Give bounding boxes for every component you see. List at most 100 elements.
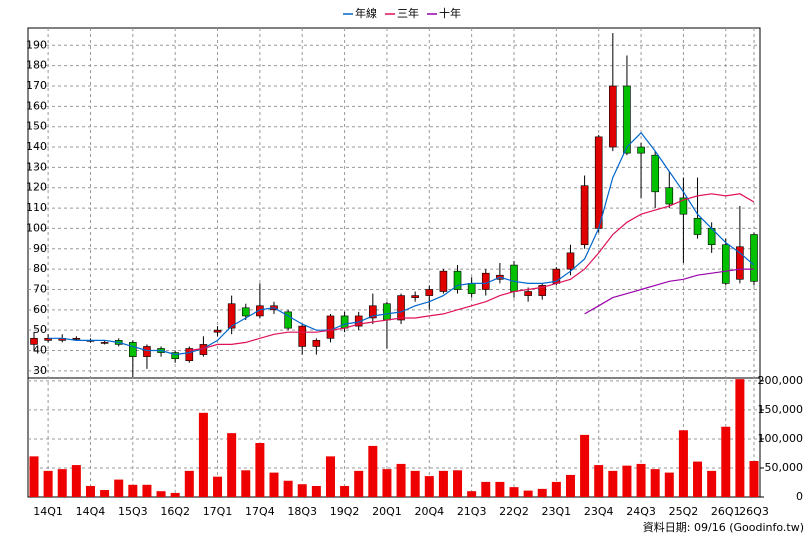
candle-body (439, 270, 448, 292)
volume-bar (693, 461, 703, 497)
volume-bar (537, 488, 547, 497)
volume-bar (664, 472, 674, 497)
x-tick-label: 14Q4 (76, 505, 106, 518)
candle-body (129, 342, 137, 357)
candle-body (566, 252, 575, 270)
candle-body (467, 283, 476, 294)
candle-body (72, 338, 81, 340)
volume-bar (453, 470, 463, 497)
volume-bar (227, 433, 237, 497)
candle-body (750, 234, 758, 282)
volume-bar (255, 443, 265, 497)
x-tick-label: 17Q1 (203, 505, 233, 518)
candle-body (383, 303, 391, 321)
volume-bar (170, 492, 180, 497)
volume-bar (269, 472, 279, 497)
candle-body (284, 311, 292, 329)
x-tick-label: 25Q2 (669, 505, 699, 518)
volume-bar (650, 469, 660, 497)
y-tick-label: 180 (26, 59, 47, 72)
candle-body (524, 291, 532, 296)
y2-tick-label: 200,000 (758, 374, 804, 387)
x-tick-label: 23Q1 (542, 505, 572, 518)
y-tick-label: 100 (26, 221, 47, 234)
volume-bar (85, 485, 95, 497)
candle-body (651, 154, 659, 193)
y-tick-label: 160 (26, 99, 47, 112)
volume-bar (481, 481, 491, 497)
candle-body (679, 197, 688, 215)
volume-bar (565, 474, 575, 497)
y-tick-label: 30 (33, 364, 47, 377)
x-tick-label: 22Q2 (499, 505, 529, 518)
volume-bar (57, 469, 67, 497)
volume-bar (198, 412, 208, 497)
candle-body (411, 295, 419, 298)
candle-body (213, 329, 222, 333)
volume-bar (707, 470, 717, 497)
y-tick-label: 140 (26, 140, 47, 153)
volume-bar (368, 445, 378, 497)
candle-body (256, 305, 264, 317)
volume-bar (184, 470, 194, 497)
volume-bar (735, 379, 745, 497)
volume-bar (297, 484, 307, 497)
candle-body (538, 285, 547, 296)
y-tick-label: 190 (26, 38, 47, 51)
volume-bar (311, 485, 321, 497)
x-tick-label: 16Q2 (160, 505, 190, 518)
candle-body (30, 338, 38, 345)
volume-bar (142, 484, 152, 497)
volume-bar (156, 491, 166, 497)
candle-body (369, 305, 377, 319)
candle-body (481, 272, 490, 290)
candle-body (340, 315, 349, 329)
volume-bar (128, 484, 138, 497)
volume-bar (749, 461, 759, 497)
candle-body (594, 136, 603, 229)
volume-bar (721, 426, 731, 497)
x-tick-label: 20Q4 (414, 505, 444, 518)
candle-body (721, 244, 730, 284)
legend-label: 三年 (397, 6, 419, 20)
candle-body (100, 342, 109, 344)
candle-body (665, 187, 674, 205)
y-tick-label: 120 (26, 181, 47, 194)
volume-bar (410, 470, 420, 497)
x-tick-label: 14Q1 (33, 505, 63, 518)
y2-tick-label: 100,000 (758, 432, 804, 445)
volume-bar (325, 456, 335, 497)
volume-bar (580, 434, 590, 497)
volume-bar (678, 430, 688, 497)
volume-bar (283, 480, 293, 497)
plot-frame (27, 27, 761, 498)
y-tick-label: 170 (26, 79, 47, 92)
y2-tick-label: 150,000 (758, 403, 804, 416)
y-tick-label: 130 (26, 160, 47, 173)
x-tick-label: 20Q1 (372, 505, 402, 518)
volume-bar (382, 469, 392, 497)
candle-body (453, 270, 462, 290)
candle-body (623, 85, 631, 154)
y-tick-label: 40 (33, 344, 47, 357)
y2-tick-label: 0 (796, 490, 803, 503)
volume-bar (100, 490, 110, 497)
candle-body (185, 348, 194, 362)
candle-body (397, 295, 405, 321)
x-tick-label: 21Q3 (457, 505, 487, 518)
x-tick-label: 26Q1 (711, 505, 741, 518)
y-tick-label: 60 (33, 303, 47, 316)
volume-bar (114, 479, 124, 497)
candle-body (580, 185, 589, 246)
x-tick-label: 15Q3 (118, 505, 148, 518)
legend-label: 十年 (439, 6, 461, 20)
volume-bar (340, 485, 350, 497)
x-tick-label: 26Q3 (739, 505, 769, 518)
volume-bar (551, 481, 561, 497)
candle-body (637, 146, 645, 154)
volume-bar (622, 465, 632, 497)
volume-bar (523, 490, 533, 497)
y-tick-label: 80 (33, 262, 47, 275)
volume-bar (213, 476, 223, 497)
